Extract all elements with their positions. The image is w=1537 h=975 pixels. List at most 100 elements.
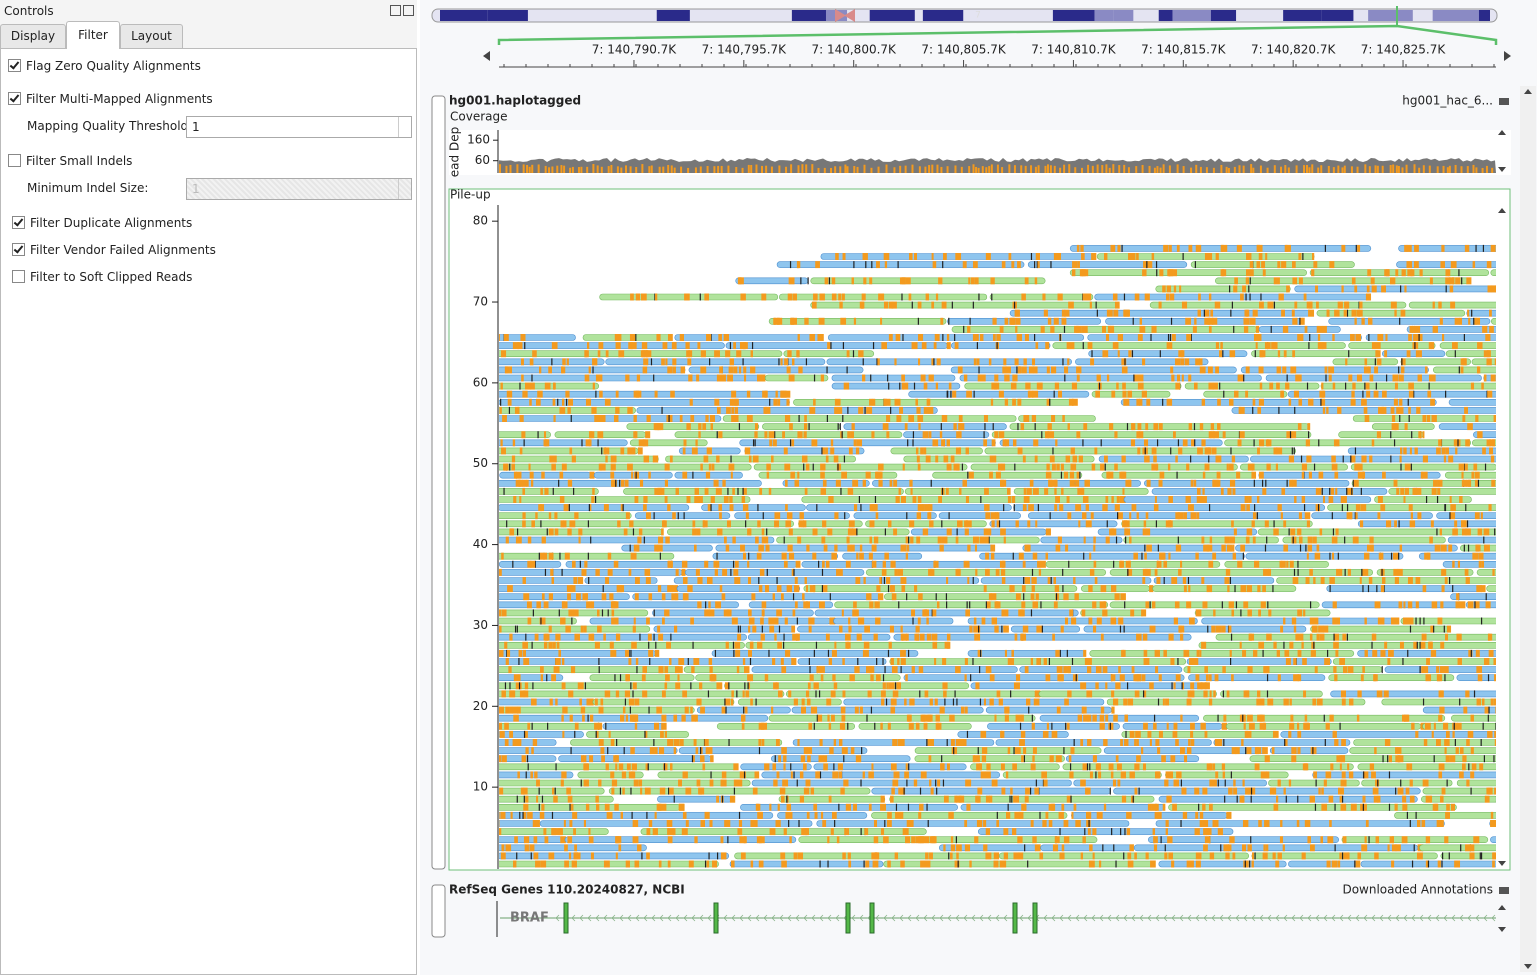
read-mismatch: [848, 520, 855, 528]
tab[interactable]: Filter: [66, 21, 120, 49]
checkbox-label[interactable]: Filter Small Indels: [26, 154, 133, 168]
checkbox-label[interactable]: Filter Multi-Mapped Alignments: [26, 92, 213, 106]
scroll-right[interactable]: [1504, 51, 1511, 61]
read-mismatch: [1314, 666, 1318, 674]
checkbox[interactable]: [12, 243, 25, 256]
read-mismatch: [878, 463, 884, 471]
read-mismatch: [785, 811, 789, 819]
read-mismatch: [570, 585, 576, 593]
read-insertion: [538, 787, 540, 795]
checkbox-label[interactable]: Flag Zero Quality Alignments: [26, 59, 201, 73]
read-mismatch: [562, 706, 568, 714]
checkbox[interactable]: [12, 216, 25, 229]
read-mismatch: [1350, 666, 1354, 674]
read-mismatch: [774, 633, 777, 641]
read-mismatch: [743, 366, 747, 374]
read-insertion: [1483, 536, 1485, 544]
read-mismatch: [699, 787, 705, 795]
read-insertion: [1098, 382, 1101, 390]
read-mismatch: [785, 649, 791, 657]
read-mismatch: [901, 496, 906, 503]
read-mismatch: [1034, 844, 1041, 852]
checkbox[interactable]: [8, 154, 21, 167]
read-insertion: [1181, 682, 1183, 690]
read-mismatch: [592, 487, 595, 495]
read-mismatch: [1392, 552, 1399, 560]
spinbox[interactable]: 1: [186, 178, 412, 200]
read-mismatch: [1282, 366, 1287, 374]
read-mismatch: [1306, 520, 1310, 528]
read-mismatch: [544, 836, 549, 844]
read-mismatch: [592, 358, 598, 366]
scroll-left[interactable]: [483, 51, 490, 61]
read: [798, 836, 1098, 844]
read-mismatch: [881, 568, 887, 576]
read-mismatch: [958, 423, 962, 431]
read-mismatch: [563, 504, 569, 512]
read-mismatch: [847, 431, 851, 439]
coverage-mismatch: [1074, 167, 1077, 173]
float-button[interactable]: [390, 5, 401, 16]
read: [1432, 366, 1496, 374]
read-insertion: [1016, 366, 1018, 374]
close-button[interactable]: [403, 5, 414, 16]
read-mismatch: [894, 568, 898, 576]
read: [640, 828, 927, 835]
spin-arrows[interactable]: [398, 179, 411, 199]
read-mismatch: [994, 382, 1000, 390]
checkbox-label[interactable]: Filter to Soft Clipped Reads: [30, 270, 193, 284]
folder-icon[interactable]: [1499, 98, 1509, 105]
read-mismatch: [859, 706, 862, 714]
read-insertion: [523, 730, 526, 738]
read-mismatch: [1201, 536, 1205, 544]
read-mismatch: [1303, 690, 1307, 698]
read-mismatch: [770, 706, 774, 714]
read: [499, 455, 659, 463]
spin-arrows[interactable]: [398, 117, 411, 137]
tab[interactable]: Layout: [120, 24, 183, 48]
read-mismatch: [1233, 787, 1238, 795]
coverage-mismatch: [1020, 165, 1023, 173]
read-mismatch: [681, 560, 688, 568]
read-mismatch: [769, 828, 776, 836]
read-insertion: [1242, 714, 1244, 722]
read-mismatch: [1356, 374, 1363, 382]
tab[interactable]: Display: [0, 24, 66, 48]
read-mismatch: [1014, 358, 1019, 366]
read-mismatch: [696, 528, 701, 536]
track-handle[interactable]: [431, 95, 446, 870]
read-mismatch: [960, 706, 965, 714]
checkbox[interactable]: [8, 92, 21, 105]
read-mismatch: [823, 763, 828, 771]
read-mismatch: [1492, 860, 1495, 868]
read-mismatch: [641, 674, 646, 682]
read-insertion: [1163, 577, 1165, 584]
read-mismatch: [899, 811, 904, 819]
read-insertion: [1070, 795, 1072, 803]
read-mismatch: [981, 747, 988, 755]
read: [1075, 358, 1209, 366]
read-mismatch: [1409, 520, 1416, 528]
checkbox-label[interactable]: Filter Duplicate Alignments: [30, 216, 193, 230]
read-insertion: [1363, 771, 1365, 779]
checkbox[interactable]: [8, 59, 21, 72]
read-insertion: [519, 811, 521, 819]
read-mismatch: [1005, 439, 1010, 447]
read-mismatch: [897, 739, 903, 746]
read-mismatch: [974, 544, 978, 552]
read-mismatch: [500, 382, 503, 390]
coverage-mismatch: [1401, 167, 1404, 173]
read-mismatch: [569, 520, 576, 528]
spinbox[interactable]: 1: [186, 116, 412, 138]
read-insertion: [789, 439, 792, 447]
read-mismatch: [890, 658, 894, 665]
read-mismatch: [657, 487, 662, 495]
checkbox[interactable]: [12, 270, 25, 283]
read-mismatch: [1069, 771, 1074, 779]
read-insertion: [1029, 787, 1032, 795]
checkbox-label[interactable]: Filter Vendor Failed Alignments: [30, 243, 216, 257]
read-insertion: [1219, 382, 1221, 390]
read-mismatch: [543, 633, 550, 641]
read-mismatch: [682, 771, 688, 779]
read-mismatch: [943, 690, 947, 698]
